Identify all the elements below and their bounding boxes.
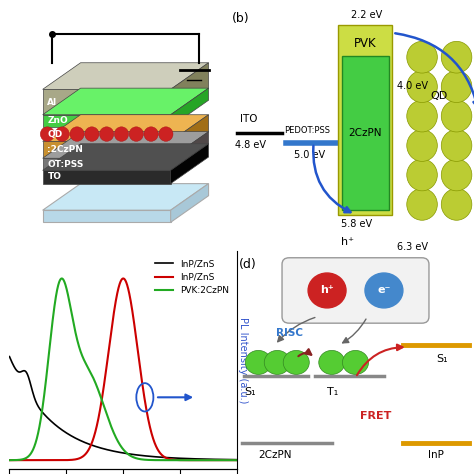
Polygon shape	[43, 115, 209, 141]
Circle shape	[441, 130, 472, 161]
Text: e⁻: e⁻	[377, 285, 391, 295]
Circle shape	[264, 350, 290, 374]
Polygon shape	[171, 88, 209, 127]
Polygon shape	[43, 210, 171, 222]
Circle shape	[85, 127, 99, 141]
Circle shape	[100, 127, 114, 141]
Circle shape	[55, 127, 69, 141]
Circle shape	[441, 159, 472, 191]
Text: PEDOT:PSS: PEDOT:PSS	[284, 126, 330, 135]
Circle shape	[246, 350, 271, 374]
Text: h⁺: h⁺	[341, 237, 354, 247]
Text: S₁: S₁	[244, 387, 256, 397]
Text: (b): (b)	[232, 12, 250, 26]
Circle shape	[407, 189, 438, 220]
Circle shape	[441, 189, 472, 220]
Text: FRET: FRET	[360, 411, 392, 421]
Polygon shape	[171, 63, 209, 115]
Text: QD: QD	[431, 91, 448, 101]
Y-axis label: PL Intensity (a.u.): PL Intensity (a.u.)	[238, 317, 248, 403]
Circle shape	[407, 71, 438, 102]
Text: PVK: PVK	[354, 36, 377, 50]
Polygon shape	[43, 183, 209, 210]
Text: S₁: S₁	[436, 355, 448, 365]
Polygon shape	[171, 144, 209, 183]
Text: 5.0 eV: 5.0 eV	[294, 150, 325, 160]
Circle shape	[407, 41, 438, 73]
Bar	[342, 56, 389, 210]
Polygon shape	[43, 144, 209, 170]
Polygon shape	[43, 88, 209, 115]
Circle shape	[70, 127, 84, 141]
Text: 6.3 eV: 6.3 eV	[397, 243, 428, 253]
Circle shape	[308, 273, 346, 308]
Circle shape	[407, 159, 438, 191]
Text: 2.2 eV: 2.2 eV	[351, 9, 382, 19]
Polygon shape	[43, 115, 171, 127]
Polygon shape	[43, 170, 171, 183]
Circle shape	[441, 100, 472, 132]
Circle shape	[40, 127, 55, 141]
Text: 2CzPN: 2CzPN	[348, 128, 382, 138]
Polygon shape	[43, 90, 171, 115]
Circle shape	[342, 350, 369, 374]
Text: 4.8 eV: 4.8 eV	[235, 140, 266, 150]
Text: InP: InP	[428, 450, 444, 460]
Circle shape	[283, 350, 310, 374]
FancyBboxPatch shape	[282, 258, 429, 323]
Polygon shape	[43, 141, 171, 158]
Text: (d): (d)	[239, 258, 257, 271]
Circle shape	[159, 127, 173, 141]
Text: Al: Al	[47, 98, 57, 107]
Text: 2CzPN: 2CzPN	[258, 450, 292, 460]
Circle shape	[441, 41, 472, 73]
Text: ITO: ITO	[240, 115, 257, 125]
Circle shape	[441, 71, 472, 102]
Legend: InP/ZnS, InP/ZnS, PVK:2CzPN: InP/ZnS, InP/ZnS, PVK:2CzPN	[151, 256, 232, 299]
Text: h⁺: h⁺	[320, 285, 334, 295]
Text: :2CzPN: :2CzPN	[47, 146, 83, 154]
Circle shape	[129, 127, 143, 141]
Circle shape	[365, 273, 403, 308]
Text: TO: TO	[47, 173, 62, 182]
Circle shape	[144, 127, 158, 141]
Polygon shape	[43, 158, 171, 170]
Polygon shape	[43, 132, 209, 158]
Polygon shape	[171, 183, 209, 222]
Polygon shape	[171, 132, 209, 170]
Text: ZnO: ZnO	[47, 116, 68, 125]
Circle shape	[114, 127, 128, 141]
Text: QD: QD	[47, 129, 63, 138]
Circle shape	[407, 100, 438, 132]
Text: OT:PSS: OT:PSS	[47, 160, 84, 169]
Text: T₁: T₁	[327, 387, 338, 397]
Circle shape	[319, 350, 345, 374]
Polygon shape	[43, 63, 209, 90]
Polygon shape	[171, 115, 209, 158]
Text: 4.0 eV: 4.0 eV	[397, 81, 428, 91]
Bar	[338, 25, 392, 215]
Text: RISC: RISC	[276, 328, 302, 338]
Circle shape	[407, 130, 438, 161]
Text: 5.8 eV: 5.8 eV	[341, 219, 372, 229]
